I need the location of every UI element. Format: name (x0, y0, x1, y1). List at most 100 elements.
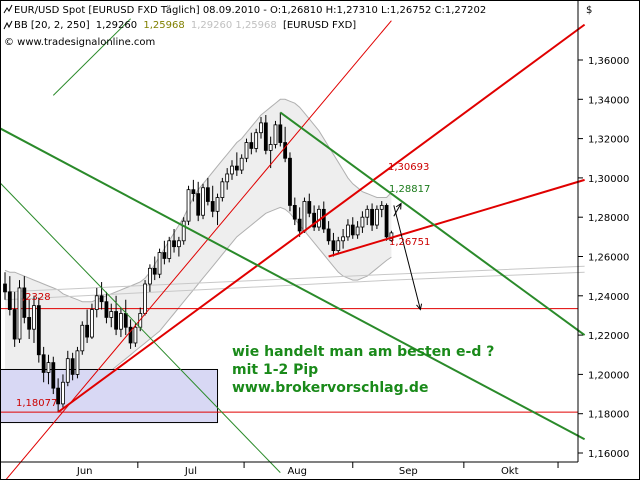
candle-body (85, 324, 90, 338)
candle-body (254, 132, 259, 149)
candle-body (336, 240, 341, 252)
level-label-left: ,2328 (22, 292, 51, 303)
candle-body (273, 124, 278, 145)
candle-body (12, 309, 17, 340)
x-tick-label: Sep (399, 466, 418, 477)
trend-line-6 (0, 182, 281, 473)
candle-body (375, 208, 379, 226)
y-tick-label: 1,28000 (588, 213, 629, 224)
candle-body (234, 165, 239, 171)
long-ma-2 (4, 271, 585, 301)
candle-body (128, 326, 133, 344)
candle-body (268, 144, 273, 151)
legend-bollinger: BB [20, 2, 250] 1,29260 1,25968 1,29260 … (14, 20, 356, 31)
candle-body (17, 287, 22, 340)
candle-body (292, 205, 297, 220)
candle-body (302, 201, 307, 232)
candle-body (225, 173, 230, 183)
level-label-high1: 1,30693 (388, 162, 429, 173)
arrow-head-2 (395, 202, 402, 210)
candle-body (90, 309, 94, 338)
trend-line-2 (57, 23, 586, 413)
candle-body (215, 197, 220, 212)
candle-body (326, 228, 331, 242)
x-tick-label: Jul (184, 466, 197, 477)
level-label-high2: 1,28817 (389, 184, 430, 195)
trend-line-4 (0, 127, 586, 441)
candle-body (27, 317, 32, 330)
y-tick-label: 1,34000 (588, 95, 629, 106)
candle-body (263, 122, 268, 151)
moving-averages (4, 265, 585, 301)
candle-body (41, 354, 46, 373)
candle-body (297, 218, 302, 232)
candle-body (61, 381, 65, 405)
candle-body (201, 187, 205, 216)
y-tick-label: 1,36000 (588, 56, 629, 67)
candle-body (210, 201, 215, 212)
candle-body (143, 283, 147, 314)
candle-body (341, 236, 346, 242)
trend-lines (0, 18, 586, 480)
legend-bollinger-value1: 1,29260 (96, 20, 137, 31)
y-tick-label: 1,32000 (588, 135, 629, 146)
candle-body (384, 205, 389, 238)
candle-body (70, 358, 75, 375)
y-tick-label: 1,22000 (588, 331, 629, 342)
level-label-low: 1,18077 (16, 398, 57, 409)
trend-line-7 (52, 18, 131, 96)
arrows (393, 202, 423, 311)
trend-line-1 (5, 20, 392, 480)
candle-body (46, 362, 51, 373)
legend-instrument: EUR/USD Spot [EURUSD FXD Täglich] 08.09.… (14, 5, 486, 16)
candle-body (172, 240, 176, 248)
annotation-line-2: mit 1-2 Pip (232, 362, 318, 378)
y-tick-label: 1,24000 (588, 292, 629, 303)
candle-body (196, 193, 201, 216)
legend-bollinger-value3: 1,29260 1,25968 (191, 20, 277, 31)
candle-body (65, 358, 70, 383)
candle-body (32, 305, 36, 330)
bollinger-icon (3, 20, 13, 30)
candle-body (346, 224, 350, 238)
annotation-line-3: www.brokervorschlag.de (232, 380, 428, 396)
candle-body (22, 287, 27, 318)
candle-body (167, 240, 172, 259)
candle-body (239, 157, 244, 171)
candle-body (220, 181, 225, 198)
candle-body (119, 313, 123, 330)
candle-body (7, 291, 12, 310)
y-tick-label: 1,30000 (588, 174, 629, 185)
candle-body (56, 387, 61, 405)
arrow-shaft-1 (393, 205, 421, 310)
highlight-box (0, 368, 219, 424)
candle-body (186, 189, 191, 222)
candle-body (152, 267, 157, 275)
trend-line-5 (279, 111, 586, 336)
candle-body (278, 124, 283, 143)
candle-body (157, 252, 162, 275)
legend-bollinger-label: BB [20, 2, 250] (14, 20, 90, 31)
y-tick-label: 1,20000 (588, 370, 629, 381)
candle-body (80, 324, 85, 352)
legend-bollinger-value2: 1,25968 (143, 20, 184, 31)
candle-body (51, 362, 56, 389)
candle-body (114, 311, 118, 330)
candle-body (133, 326, 138, 344)
candle-body (109, 311, 114, 318)
annotation-line-1: wie handelt man am besten e-d ? (232, 344, 494, 360)
level-label-low2: 1,26751 (389, 237, 430, 248)
y-tick-label: 1,26000 (588, 253, 629, 264)
candle-body (99, 295, 104, 303)
candle-body (259, 122, 263, 134)
x-tick-label: Okt (501, 466, 519, 477)
candle-body (283, 142, 288, 159)
legend-header: EUR/USD Spot [EURUSD FXD Täglich] 08.09.… (3, 4, 592, 48)
y-tick-label: 1,16000 (588, 449, 629, 460)
x-tick-label: Aug (287, 466, 307, 477)
candle-body (365, 208, 370, 218)
legend-bollinger-symbol: [EURUSD FXD] (283, 20, 356, 31)
candle-body (94, 295, 99, 310)
y-axis-ticks: 1,16000 1,18000 1,20000 1,22000 1,24000 1,260… (578, 56, 629, 460)
